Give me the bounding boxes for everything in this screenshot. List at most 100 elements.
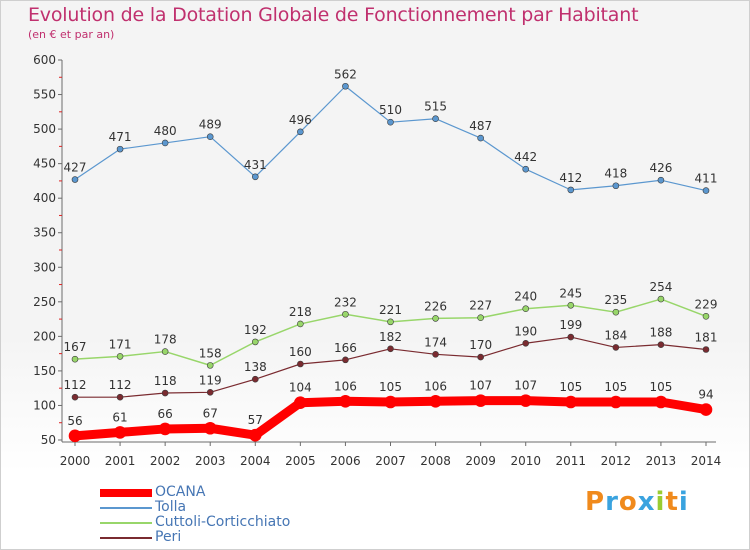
data-point-cuttoli-corticchiato <box>161 348 169 355</box>
x-tick-label: 2014 <box>691 454 722 468</box>
data-point-peri <box>297 360 304 368</box>
chart-subtitle: (en € et par an) <box>28 28 115 41</box>
data-label-tolla: 426 <box>649 161 672 175</box>
data-label-tolla: 442 <box>514 150 537 164</box>
data-point-ocana <box>384 395 397 409</box>
data-label-cuttoli-corticchiato: 171 <box>109 337 132 351</box>
data-label-ocana: 57 <box>248 413 263 427</box>
data-point-tolla <box>71 176 79 183</box>
data-point-peri <box>432 351 439 358</box>
y-tick-label: 300 <box>33 260 56 274</box>
data-label-cuttoli-corticchiato: 254 <box>649 280 672 294</box>
data-point-peri <box>71 393 79 401</box>
y-tick-label: 550 <box>33 88 56 102</box>
data-label-ocana: 105 <box>559 380 582 394</box>
legend-swatch-cuttoli-corticchiato <box>100 522 152 524</box>
data-point-tolla <box>297 128 304 136</box>
data-label-cuttoli-corticchiato: 245 <box>559 286 582 300</box>
data-point-cuttoli-corticchiato <box>342 310 349 318</box>
data-point-peri <box>116 393 124 401</box>
data-point-cuttoli-corticchiato <box>567 301 575 309</box>
data-label-ocana: 107 <box>514 379 537 393</box>
data-label-tolla: 471 <box>109 130 132 144</box>
data-label-tolla: 515 <box>424 100 447 114</box>
data-label-peri: 118 <box>154 374 177 388</box>
data-label-ocana: 104 <box>289 381 312 395</box>
data-point-ocana <box>699 403 713 416</box>
x-tick-label: 2006 <box>330 454 361 468</box>
data-point-tolla <box>432 115 439 123</box>
data-point-ocana <box>248 428 262 442</box>
x-tick-label: 2013 <box>646 454 677 468</box>
data-point-peri <box>477 353 484 361</box>
y-tick-label: 600 <box>33 53 56 67</box>
data-point-tolla <box>251 173 259 181</box>
data-label-tolla: 431 <box>244 158 267 172</box>
data-label-ocana: 67 <box>203 406 218 420</box>
data-label-cuttoli-corticchiato: 192 <box>244 323 267 337</box>
data-label-peri: 190 <box>514 324 537 338</box>
data-point-ocana <box>474 394 487 407</box>
data-label-tolla: 562 <box>334 67 357 81</box>
legend-label-cuttoli-corticchiato: Cuttoli-Corticchiato <box>155 514 291 530</box>
data-point-cuttoli-corticchiato <box>522 305 530 313</box>
legend-swatch-peri <box>100 537 152 539</box>
data-point-cuttoli-corticchiato <box>657 295 665 303</box>
legend-swatch-tolla <box>100 507 152 509</box>
y-tick-label: 400 <box>33 191 56 205</box>
data-point-peri <box>567 333 575 341</box>
data-label-cuttoli-corticchiato: 232 <box>334 295 357 309</box>
data-point-ocana <box>294 396 307 409</box>
x-tick-label: 2000 <box>60 454 91 468</box>
chart-title: Evolution de la Dotation Globale de Fonc… <box>28 4 639 26</box>
data-label-tolla: 411 <box>695 172 718 186</box>
legend-label-peri: Peri <box>155 529 182 545</box>
data-point-peri <box>387 345 394 353</box>
data-point-ocana <box>609 395 623 409</box>
data-point-ocana <box>203 421 217 435</box>
data-label-tolla: 480 <box>154 124 177 138</box>
x-tick-label: 2005 <box>285 454 316 468</box>
data-label-tolla: 496 <box>289 113 312 127</box>
data-point-cuttoli-corticchiato <box>387 318 394 326</box>
data-point-ocana <box>113 426 127 439</box>
data-point-peri <box>161 389 169 397</box>
legend-label-ocana: OCANA <box>155 484 206 500</box>
data-label-peri: 182 <box>379 330 402 344</box>
data-label-cuttoli-corticchiato: 229 <box>695 297 718 311</box>
data-label-peri: 112 <box>64 378 87 392</box>
data-label-ocana: 61 <box>112 410 127 424</box>
data-label-tolla: 427 <box>64 161 87 175</box>
data-point-peri <box>702 346 710 353</box>
data-label-cuttoli-corticchiato: 218 <box>289 305 312 319</box>
data-label-ocana: 107 <box>469 379 492 393</box>
data-point-ocana <box>519 394 533 407</box>
data-point-cuttoli-corticchiato <box>251 338 259 346</box>
data-point-cuttoli-corticchiato <box>432 315 439 322</box>
data-point-ocana <box>429 395 442 408</box>
y-tick-label: 200 <box>33 329 56 343</box>
y-tick-label: 150 <box>33 364 56 378</box>
data-point-peri <box>657 341 665 348</box>
data-label-cuttoli-corticchiato: 235 <box>604 293 627 307</box>
data-label-cuttoli-corticchiato: 227 <box>469 299 492 313</box>
x-tick-label: 2002 <box>150 454 181 468</box>
data-label-ocana: 106 <box>424 379 447 393</box>
data-point-peri <box>206 389 214 396</box>
data-label-peri: 160 <box>289 345 312 359</box>
data-label-tolla: 489 <box>199 118 222 132</box>
data-label-peri: 188 <box>649 326 672 340</box>
legend-label-tolla: Tolla <box>155 499 187 515</box>
data-label-ocana: 105 <box>649 380 672 394</box>
data-point-peri <box>522 339 530 347</box>
data-label-tolla: 418 <box>604 167 627 181</box>
data-label-tolla: 510 <box>379 103 402 117</box>
x-tick-label: 2011 <box>556 454 587 468</box>
y-tick-label: 450 <box>33 157 56 171</box>
data-point-tolla <box>522 165 530 173</box>
data-point-ocana <box>158 422 172 436</box>
data-point-tolla <box>116 145 124 153</box>
legend-swatch-ocana <box>100 489 152 497</box>
data-label-ocana: 105 <box>604 380 627 394</box>
